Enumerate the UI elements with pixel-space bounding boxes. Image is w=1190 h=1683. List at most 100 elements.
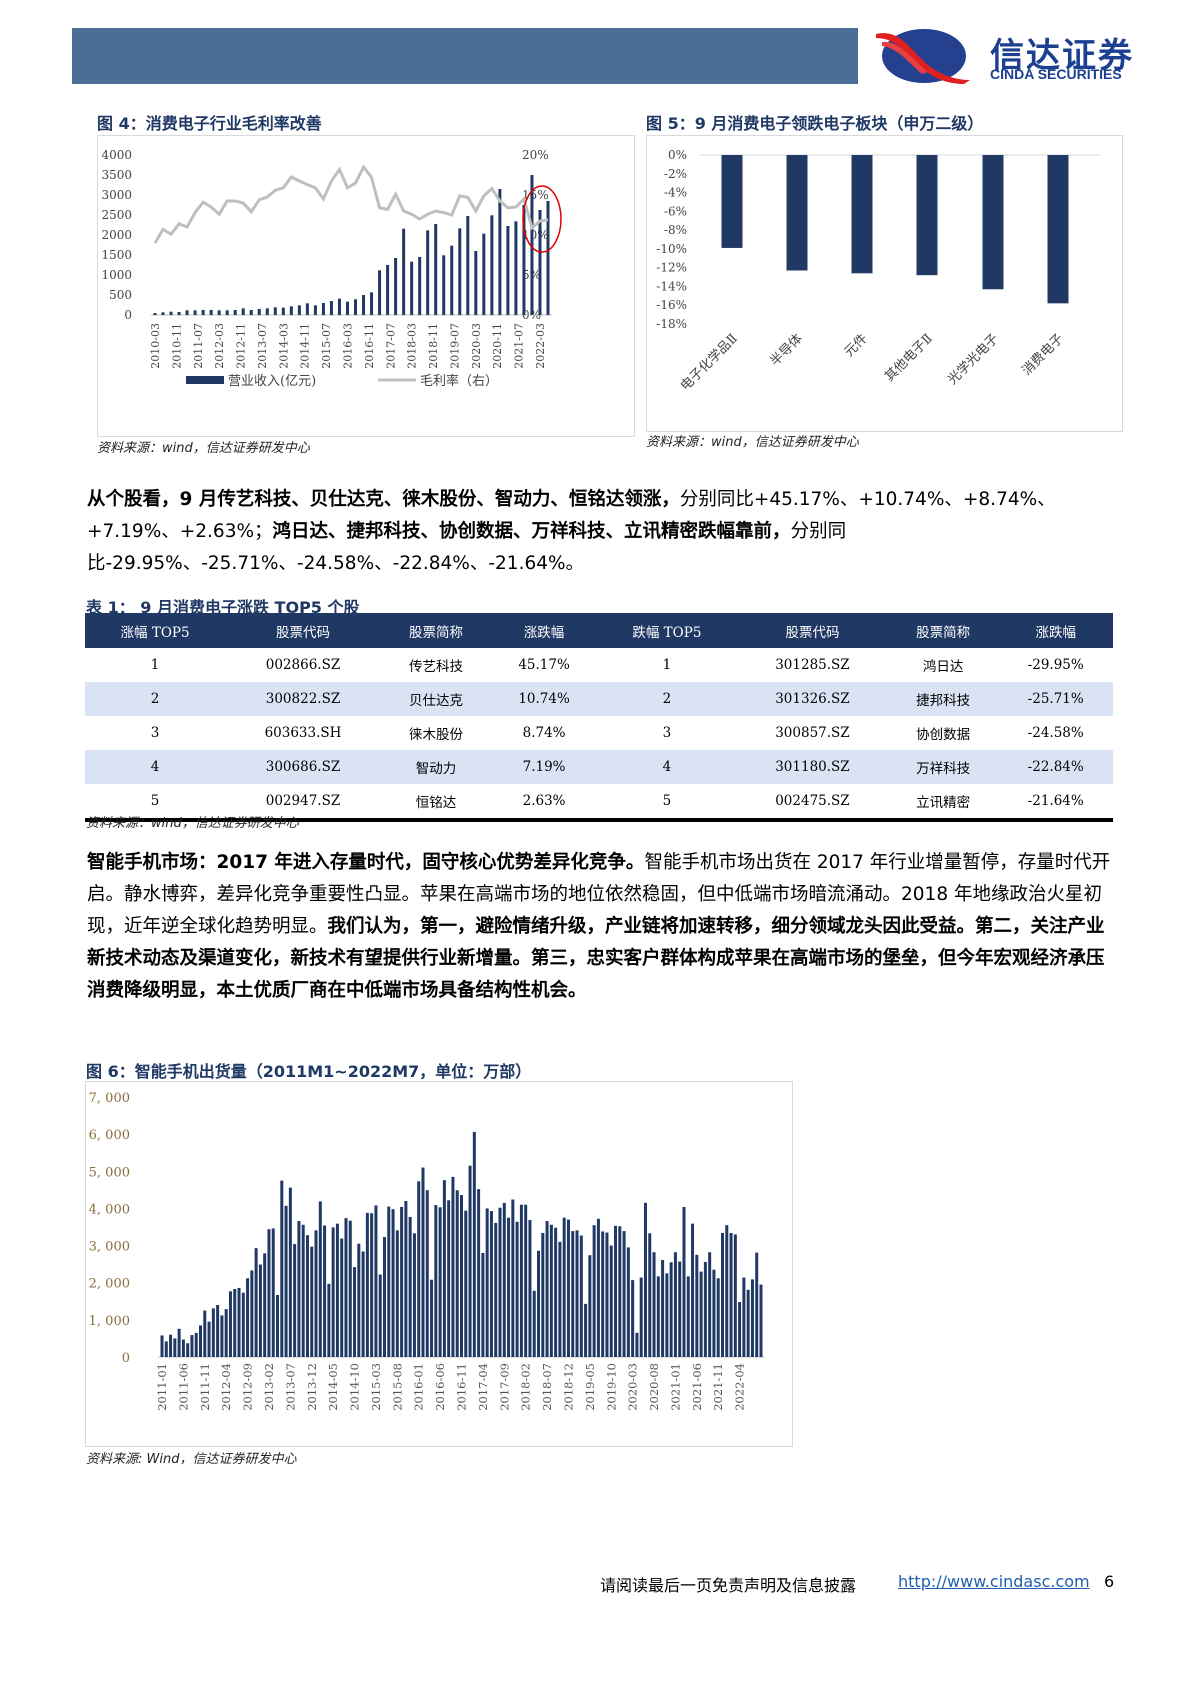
table-cell: 10.74% xyxy=(491,682,597,716)
shipment-bar xyxy=(729,1232,733,1357)
shipment-bar xyxy=(169,1334,173,1357)
table-header-cell: 涨跌幅 xyxy=(491,613,597,648)
fig4-title: 图 4：消费电子行业毛利率改善 xyxy=(97,114,322,133)
footer-link[interactable]: http://www.cindasc.com xyxy=(898,1572,1090,1591)
shipment-bar xyxy=(635,1332,639,1357)
logo-text-en: CINDA SECURITIES xyxy=(990,66,1122,82)
shipment-bar xyxy=(686,1276,690,1357)
table-cell: 5 xyxy=(150,793,160,809)
sector-bar xyxy=(851,155,873,274)
fig6-chart: 0 1, 000 2, 000 3, 000 4, 000 5, 000 6, 000 7, … xyxy=(85,1081,793,1447)
shipment-bar xyxy=(746,1289,750,1357)
table-cell: 300822.SZ xyxy=(225,682,381,716)
shipment-bar xyxy=(335,1223,339,1357)
y-tick-label: 0 xyxy=(122,1351,130,1366)
x-tick-label: 2012-04 xyxy=(219,1363,233,1411)
y-tick-label: 6, 000 xyxy=(89,1128,130,1143)
shipment-bar xyxy=(669,1262,673,1357)
x-tick-label: 2012-11 xyxy=(235,323,248,369)
x-tick-label: 2016-11 xyxy=(363,323,376,369)
shipment-bar xyxy=(425,1190,429,1357)
revenue-bar xyxy=(193,310,197,315)
shipment-bar xyxy=(695,1254,699,1357)
table-cell: 3 xyxy=(150,725,160,741)
revenue-bar xyxy=(362,295,366,315)
shipment-bar xyxy=(314,1230,318,1357)
y-tick-label: 3, 000 xyxy=(89,1240,130,1255)
y-tick-label: 0% xyxy=(668,148,687,162)
shipment-bar xyxy=(716,1278,720,1357)
table-cell: -29.95% xyxy=(1027,657,1084,673)
table-header-row: 涨幅 TOP5 股票代码 股票简称 涨跌幅 跌幅 TOP5 股票代码 股票简称 涨跌幅 xyxy=(85,613,1113,648)
shipment-bar xyxy=(288,1187,292,1357)
revenue-bar xyxy=(466,216,470,315)
shipment-bar xyxy=(549,1224,553,1357)
y-left-tick-label: 500 xyxy=(109,288,132,302)
shipment-bar xyxy=(609,1245,613,1357)
revenue-bar xyxy=(241,308,245,315)
revenue-bar xyxy=(265,308,269,315)
revenue-bar xyxy=(169,311,173,315)
x-tick-label: 2020-08 xyxy=(647,1363,661,1411)
shipment-bar xyxy=(639,1277,643,1357)
shipment-bar xyxy=(258,1264,262,1357)
shipment-bar xyxy=(541,1232,545,1357)
x-tick-label: 2017-07 xyxy=(384,323,397,369)
shipment-bar xyxy=(584,1303,588,1357)
shipment-bar xyxy=(250,1270,254,1357)
y-left-tick-label: 1500 xyxy=(101,248,132,262)
x-tick-label: 2011-07 xyxy=(192,323,205,369)
shipment-bar xyxy=(631,1280,635,1357)
x-tick-label: 2010-03 xyxy=(149,323,162,369)
sector-bar xyxy=(721,155,743,248)
shipment-bar xyxy=(280,1180,284,1357)
logo-text-cn: 信达证券 xyxy=(990,36,1134,76)
shipment-bar xyxy=(207,1321,211,1357)
shipment-bar xyxy=(733,1234,737,1357)
para1-bold1: 从个股看，9 月传艺科技、贝仕达克、徕木股份、智动力、恒铭达领涨， xyxy=(87,489,680,510)
para2-bold2: 我们认为，第一，避险情绪升级，产业链将加速转移，细分领域龙头因此受益。第二，关注… xyxy=(87,916,1105,1001)
x-tick-label: 2021-07 xyxy=(513,323,526,369)
table-header-cell: 股票代码 xyxy=(225,613,381,648)
shipment-bar xyxy=(691,1223,695,1357)
revenue-bar xyxy=(450,245,454,315)
shipment-bar xyxy=(554,1227,558,1357)
table-row: 4 300686.SZ 智动力 7.19% 4 301180.SZ 万祥科技 -22.84% xyxy=(85,750,1113,784)
shipment-bar xyxy=(254,1248,258,1357)
shipment-bar xyxy=(216,1305,220,1357)
x-category-label: 电子化学品Ⅱ xyxy=(677,330,741,394)
table-cell: 1 xyxy=(662,657,672,673)
table-cell: -22.84% xyxy=(998,750,1113,784)
shipment-bar xyxy=(759,1284,763,1357)
y-tick-label: -4% xyxy=(664,186,687,200)
fig4-chart: 050010001500200025003000350040000%5%10%1… xyxy=(97,135,635,437)
shipment-bar xyxy=(276,1294,280,1357)
x-tick-label: 2016-06 xyxy=(433,1363,447,1411)
shipment-bar xyxy=(545,1221,549,1357)
shipment-bar xyxy=(742,1277,746,1357)
table-cell: 5 xyxy=(662,793,672,809)
shipment-bar xyxy=(408,1216,412,1357)
x-category-label: 半导体 xyxy=(768,331,806,369)
table-cell: 智动力 xyxy=(380,750,492,784)
x-tick-label: 2011-06 xyxy=(176,1363,190,1411)
shipment-bar xyxy=(293,1244,297,1357)
shipment-bar xyxy=(511,1199,515,1357)
shipment-bar xyxy=(537,1250,541,1357)
shipment-bar xyxy=(421,1167,425,1357)
shipment-bar xyxy=(430,1279,434,1357)
x-tick-label: 2018-02 xyxy=(519,1363,533,1411)
shipment-bar xyxy=(438,1207,442,1357)
legend-bar-swatch xyxy=(186,376,224,384)
revenue-bar xyxy=(538,210,542,315)
table-cell: -25.71% xyxy=(998,682,1113,716)
table-header-cell: 跌幅 TOP5 xyxy=(596,613,738,648)
x-category-label: 其他电子Ⅱ xyxy=(882,331,936,385)
x-tick-label: 2018-03 xyxy=(406,323,419,369)
shipment-bar xyxy=(297,1221,301,1357)
paragraph-smartphone: 智能手机市场：2017 年进入存量时代，固守核心优势差异化竞争。智能手机市场出货… xyxy=(87,847,1117,1007)
para2-bold1: 智能手机市场：2017 年进入存量时代，固守核心优势差异化竞争。 xyxy=(87,852,645,873)
shipment-bar xyxy=(575,1230,579,1357)
shipment-bar xyxy=(652,1252,656,1357)
table-cell: 300857.SZ xyxy=(775,725,850,741)
